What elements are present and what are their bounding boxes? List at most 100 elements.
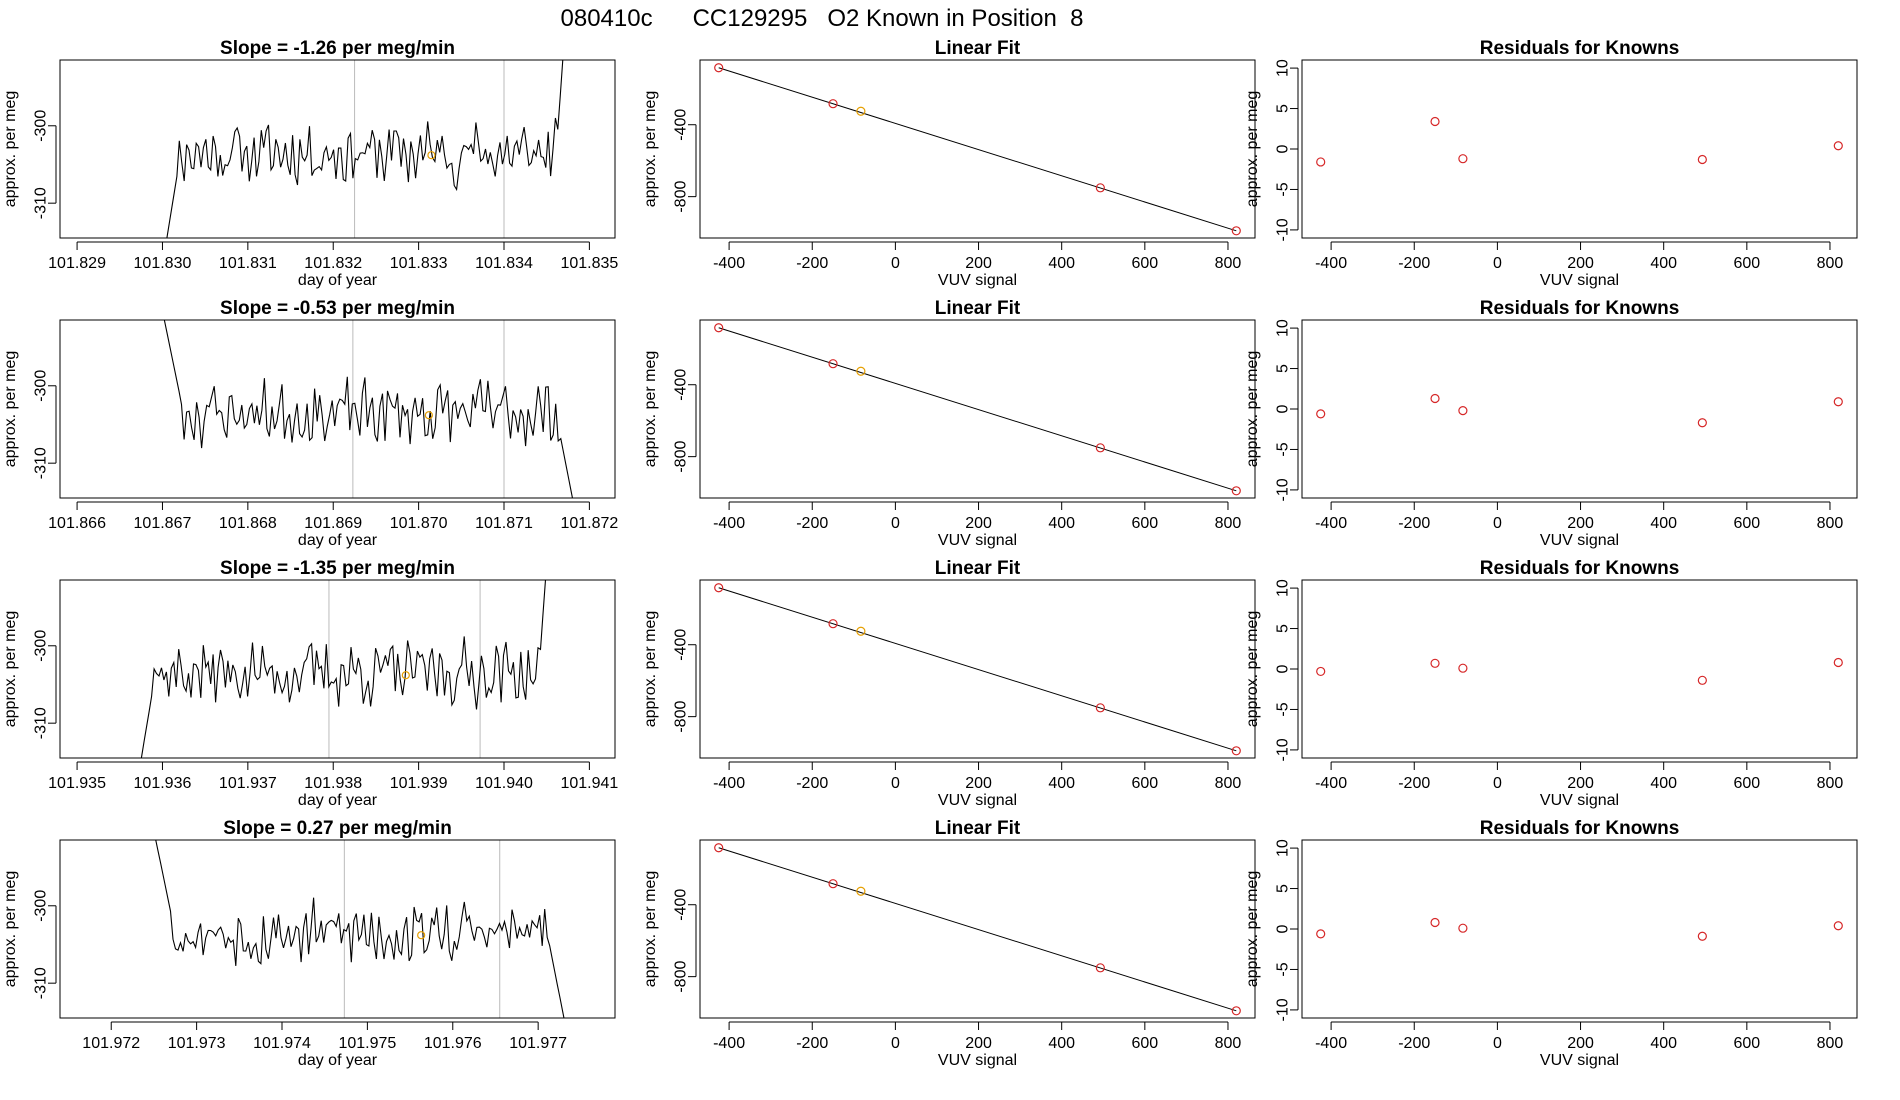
y-axis-label: approx. per meg [642, 611, 659, 728]
plot-frame [59, 319, 616, 499]
plot-frame [59, 59, 616, 239]
x-tick-label: 400 [1048, 775, 1075, 792]
linear-fit-panel-row-2: Linear Fit -400 -200 0 200 400 600 800 -400 -800 V… [642, 298, 1256, 549]
data-point [1833, 657, 1843, 668]
x-tick-label: -200 [1398, 775, 1430, 792]
data-point [1316, 666, 1326, 677]
x-tick-label: 101.937 [219, 775, 277, 792]
x-tick-label: 400 [1650, 515, 1677, 532]
x-tick-label: -200 [796, 1035, 828, 1052]
y-tick-label: 5 [1275, 104, 1292, 113]
data-point [1458, 406, 1468, 416]
x-axis-label: day of year [298, 792, 378, 809]
y-tick-label: 0 [1275, 404, 1292, 413]
x-tick-label: 101.976 [424, 1035, 482, 1052]
plot-frame [699, 59, 1256, 239]
plot-area [155, 840, 565, 1018]
plot-area [714, 323, 1241, 496]
plot-area [1316, 657, 1843, 685]
x-axis-label: VUV signal [1540, 532, 1619, 549]
y-axis-label: approx. per meg [1244, 611, 1261, 728]
plot-area [163, 320, 574, 498]
plot-area [714, 63, 1241, 236]
data-point [1095, 183, 1105, 193]
y-tick-label: -310 [33, 707, 50, 739]
panel-title: Residuals for Knowns [1480, 818, 1680, 839]
plot-frame [59, 579, 616, 759]
x-tick-label: 600 [1131, 1035, 1158, 1052]
x-tick-label: 200 [1567, 1035, 1594, 1052]
x-tick-label: 101.829 [48, 255, 106, 272]
data-point [1430, 658, 1440, 668]
x-tick-label: 101.831 [219, 255, 277, 272]
y-tick-label: -5 [1275, 702, 1292, 716]
x-tick-label: -400 [1315, 255, 1347, 272]
panel-title: Linear Fit [935, 38, 1021, 59]
x-tick-label: 101.867 [134, 515, 192, 532]
page-title: 080410c CC129295 O2 Known in Position 8 [561, 5, 1084, 32]
data-point [828, 99, 838, 109]
x-tick-label: 101.938 [304, 775, 362, 792]
linear-fit-panel-row-3: Linear Fit -400 -200 0 200 400 600 800 -400 -800 V… [642, 558, 1256, 809]
data-trace [140, 580, 547, 758]
time-series-panel-row-4: Slope = 0.27 per meg/min 101.972 101.973 10… [2, 818, 616, 1069]
x-tick-label: 200 [965, 255, 992, 272]
y-axis-label: approx. per meg [2, 91, 19, 208]
residuals-panel-row-2: Residuals for Knowns -400 -200 0 200 400 600 80… [1244, 298, 1858, 549]
y-axis-label: approx. per meg [642, 91, 659, 208]
y-tick-label: -5 [1275, 182, 1292, 196]
y-tick-label: 10 [1275, 839, 1292, 857]
x-tick-label: 200 [965, 775, 992, 792]
x-axis-label: VUV signal [938, 272, 1017, 289]
data-point [1095, 963, 1105, 973]
data-point [828, 359, 838, 369]
data-point [1833, 141, 1843, 151]
x-tick-label: 800 [1817, 1035, 1844, 1052]
linear-fit-panel-row-4: Linear Fit -400 -200 0 200 400 600 800 -400 -800 V… [642, 818, 1256, 1069]
x-tick-label: 600 [1733, 775, 1760, 792]
x-tick-label: 0 [891, 1035, 900, 1052]
plot-frame [1301, 319, 1858, 499]
y-tick-label: 10 [1275, 579, 1292, 597]
x-tick-label: -400 [713, 255, 745, 272]
x-tick-label: 200 [1567, 255, 1594, 272]
x-tick-label: 101.832 [304, 255, 362, 272]
x-tick-label: 600 [1131, 775, 1158, 792]
y-tick-label: -800 [673, 441, 690, 473]
data-point [1697, 418, 1707, 428]
data-point [828, 619, 838, 629]
x-tick-label: 600 [1131, 515, 1158, 532]
data-point [1430, 393, 1440, 404]
known-point [856, 366, 866, 376]
x-tick-label: 101.975 [338, 1035, 396, 1052]
y-tick-label: -310 [33, 187, 50, 219]
x-tick-label: 400 [1048, 515, 1075, 532]
x-tick-label: 400 [1650, 255, 1677, 272]
y-tick-label: -800 [673, 701, 690, 733]
x-tick-label: 0 [1493, 515, 1502, 532]
x-tick-label: 101.936 [134, 775, 192, 792]
data-point [1430, 917, 1440, 928]
x-tick-label: 101.939 [390, 775, 448, 792]
x-axis-label: day of year [298, 1052, 378, 1069]
plot-area [1316, 116, 1843, 167]
data-point [1833, 921, 1843, 931]
panel-title: Slope = -0.53 per meg/min [220, 298, 455, 319]
x-tick-label: 400 [1650, 775, 1677, 792]
y-tick-label: -300 [33, 630, 50, 662]
known-marker [401, 671, 410, 680]
plot-area [166, 60, 564, 238]
known-point [856, 626, 866, 636]
x-tick-label: 101.973 [168, 1035, 226, 1052]
x-axis-label: VUV signal [938, 1052, 1017, 1069]
x-tick-label: 101.935 [48, 775, 106, 792]
x-tick-label: 101.941 [560, 775, 618, 792]
x-axis-label: VUV signal [1540, 1052, 1619, 1069]
x-tick-label: 200 [965, 515, 992, 532]
data-point [714, 63, 724, 73]
x-tick-label: 0 [891, 255, 900, 272]
plot-frame [1301, 59, 1858, 239]
x-tick-label: 101.834 [475, 255, 533, 272]
linear-fit-panel-row-1: Linear Fit -400 -200 0 200 400 600 800 -400 -800 V… [642, 38, 1256, 289]
